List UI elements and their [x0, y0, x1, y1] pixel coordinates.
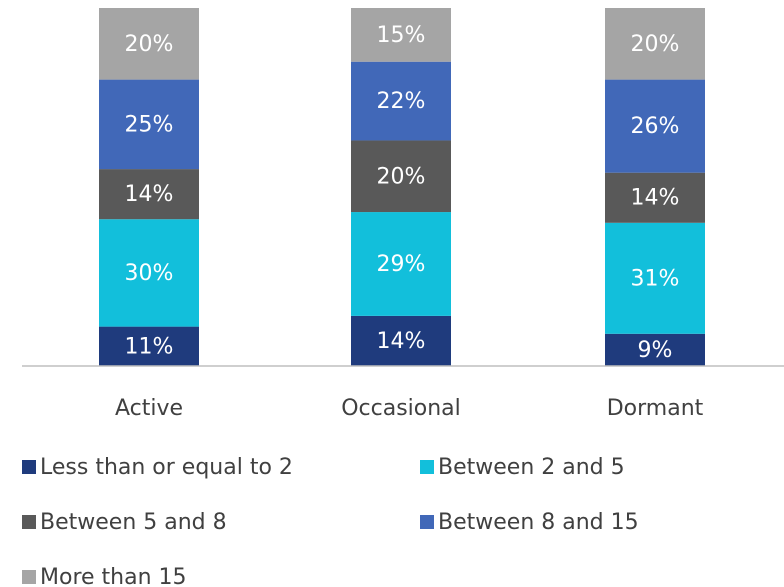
data-label: 14% [631, 186, 680, 211]
data-label: 22% [377, 89, 426, 114]
bar-segment [99, 79, 199, 170]
legend-label: Less than or equal to 2 [40, 455, 293, 480]
data-label: 30% [125, 261, 174, 286]
legend-swatch [22, 460, 36, 474]
bar-segment [351, 140, 451, 213]
x-tick-label: Active [115, 396, 183, 421]
data-label: 31% [631, 266, 680, 291]
bar-segment [351, 8, 451, 62]
data-label: 20% [377, 164, 426, 189]
legend-label: Between 8 and 15 [438, 510, 639, 535]
legend-label: More than 15 [40, 565, 187, 587]
bar-segment [605, 8, 705, 80]
legend-label: Between 5 and 8 [40, 510, 227, 535]
data-label: 20% [631, 32, 680, 57]
data-label: 25% [125, 112, 174, 137]
data-label: 15% [377, 23, 426, 48]
x-tick-label: Occasional [341, 396, 461, 421]
data-label: 20% [125, 32, 174, 57]
bar-segment [605, 333, 705, 366]
bar-segment [351, 315, 451, 366]
data-label: 29% [377, 252, 426, 277]
legend-swatch [22, 570, 36, 584]
data-label: 14% [377, 329, 426, 354]
bar-segment [605, 172, 705, 223]
data-label: 26% [631, 114, 680, 139]
bar-segment [99, 219, 199, 327]
bar-segment [99, 8, 199, 80]
data-label: 9% [638, 338, 673, 363]
data-label: 11% [125, 334, 174, 359]
x-tick-label: Dormant [607, 396, 704, 421]
legend-swatch [420, 460, 434, 474]
bar-segment [605, 79, 705, 173]
legend-label: Between 2 and 5 [438, 455, 625, 480]
bar-segment [99, 326, 199, 366]
bar-segment [351, 61, 451, 141]
legend-swatch [22, 515, 36, 529]
bar-segment [605, 222, 705, 334]
data-label: 14% [125, 182, 174, 207]
bar-segment [351, 212, 451, 316]
legend-swatch [420, 515, 434, 529]
bar-segment [99, 169, 199, 220]
